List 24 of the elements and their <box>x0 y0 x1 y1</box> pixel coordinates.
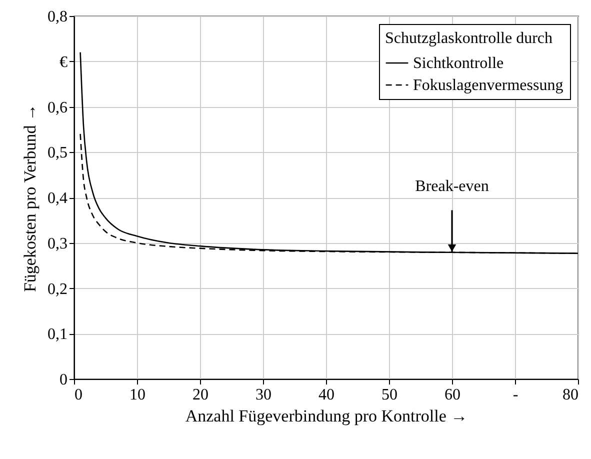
legend-label: Sichtkontrolle <box>413 55 504 72</box>
y-tick-label: 0,1 <box>48 326 68 344</box>
annotation: Break-even <box>415 178 489 195</box>
y-tick-label: 0,3 <box>48 235 68 252</box>
legend-title: Schutzglaskontrolle durch <box>385 30 553 47</box>
y-tick-label: € <box>60 54 68 71</box>
legend-label: Fokuslagenvermessung <box>413 77 564 94</box>
x-tick-label: 80 <box>562 386 578 404</box>
x-tick-label: 0 <box>74 386 82 404</box>
y-axis-title: Fügekosten pro Verbund → <box>20 104 40 292</box>
x-tick-label: 40 <box>318 386 334 404</box>
x-tick-label: 20 <box>192 386 208 404</box>
y-tick-label: 0,4 <box>48 190 68 207</box>
y-tick-label: 0,5 <box>48 144 68 162</box>
y-tick-label: 0 <box>60 372 68 388</box>
x-tick-label: 50 <box>382 386 398 404</box>
x-axis-title: Anzahl Fügeverbindung pro Kontrolle → <box>185 406 468 426</box>
x-tick-label: 10 <box>130 386 146 404</box>
x-tick-label: 60 <box>444 386 460 404</box>
y-tick-label: 0,6 <box>48 99 68 116</box>
y-tick-label: 0,8 <box>48 8 68 26</box>
x-tick-label: 30 <box>256 386 272 404</box>
y-tick-label: 0,2 <box>48 280 68 298</box>
x-tick-label: - <box>512 386 518 404</box>
